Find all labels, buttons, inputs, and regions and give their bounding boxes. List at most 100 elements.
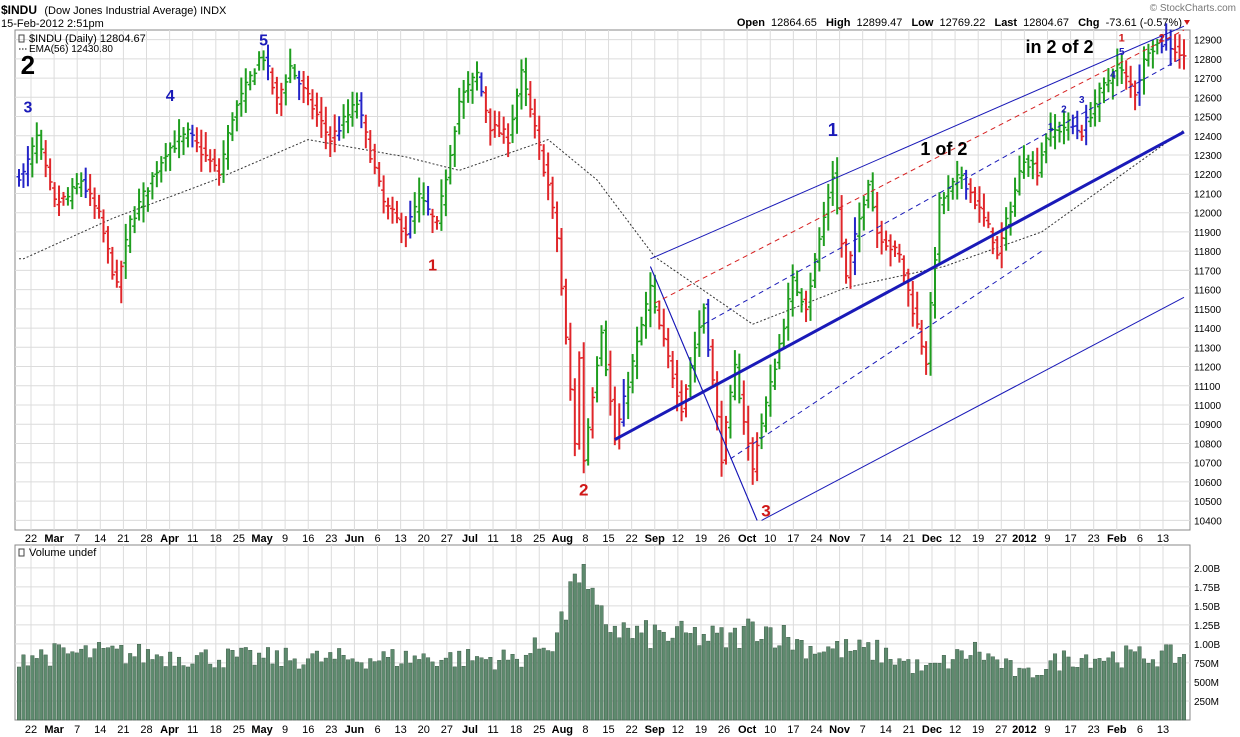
volume-bar bbox=[185, 666, 190, 721]
volume-bar bbox=[523, 654, 528, 721]
volume-bar bbox=[461, 665, 466, 721]
price-x-tick-label: Jul bbox=[462, 533, 478, 545]
volume-x-tick-label: 24 bbox=[810, 724, 822, 736]
price-tick-label: 11900 bbox=[1194, 228, 1222, 239]
price-tick-label: 12900 bbox=[1194, 36, 1222, 47]
volume-x-axis: 22 Mar 7 14 21 28 Apr 11 18 25 May 9 16 23 Jun 6 13 20 27 J… bbox=[25, 724, 1169, 736]
ohlc-bar bbox=[870, 172, 876, 212]
ohlc-bar bbox=[972, 186, 978, 210]
ohlc-bar bbox=[358, 92, 364, 129]
volume-bar bbox=[292, 658, 297, 721]
pitchfork-upper-tine bbox=[650, 25, 1185, 260]
ohlc-bar bbox=[470, 72, 476, 104]
volume-swatch bbox=[18, 548, 25, 557]
brand-logo: © StockCharts.com bbox=[1150, 3, 1236, 14]
volume-bar bbox=[390, 649, 395, 721]
ohlc-bar bbox=[910, 280, 916, 327]
ohlc-bar bbox=[501, 116, 507, 144]
volume-bar bbox=[835, 641, 840, 721]
volume-bar bbox=[39, 649, 44, 721]
ohlc-bar bbox=[309, 89, 315, 120]
volume-bar bbox=[1035, 675, 1040, 721]
volume-bar bbox=[830, 648, 835, 721]
volume-x-tick-label: 28 bbox=[140, 724, 152, 736]
price-x-tick-label: 22 bbox=[25, 533, 37, 545]
price-tick-label: 10700 bbox=[1194, 459, 1222, 470]
price-x-tick-label: 11 bbox=[187, 533, 198, 545]
volume-bar bbox=[403, 650, 408, 721]
ohlc-bar bbox=[87, 173, 93, 206]
volume-bar bbox=[1039, 674, 1044, 721]
price-tick-label: 11700 bbox=[1194, 266, 1222, 277]
volume-bar bbox=[715, 632, 720, 721]
volume-bar bbox=[1101, 660, 1106, 721]
ohlc-bar bbox=[69, 178, 75, 210]
volume-bar bbox=[448, 652, 453, 721]
price-tick-label: 11500 bbox=[1194, 305, 1222, 316]
volume-bar bbox=[884, 647, 889, 721]
ohlc-bar bbox=[158, 156, 164, 183]
volume-bar bbox=[434, 666, 439, 721]
volume-bar bbox=[363, 668, 368, 721]
last-value: 12804.67 bbox=[1023, 17, 1069, 29]
volume-bar bbox=[688, 633, 693, 721]
volume-bar bbox=[559, 611, 564, 721]
ohlc-bar bbox=[981, 193, 987, 227]
ohlc-bar bbox=[1163, 23, 1169, 51]
volume-bar bbox=[515, 658, 519, 721]
ohlc-bar bbox=[994, 236, 1000, 260]
ohlc-bar bbox=[523, 57, 529, 107]
ohlc-bar bbox=[243, 68, 249, 113]
price-tick-label: 12400 bbox=[1194, 132, 1222, 143]
ohlc-bar bbox=[487, 108, 493, 146]
volume-bar bbox=[630, 638, 635, 721]
volume-bar bbox=[266, 647, 270, 721]
volume-bar bbox=[861, 647, 866, 721]
volume-bar bbox=[617, 637, 622, 721]
volume-bar bbox=[799, 640, 804, 721]
ohlc-bar bbox=[323, 106, 329, 150]
volume-bar bbox=[163, 666, 168, 721]
volume-bar bbox=[826, 646, 831, 721]
price-x-tick-label: 13 bbox=[1157, 533, 1169, 545]
volume-bar bbox=[1017, 667, 1022, 721]
price-x-tick-label: Nov bbox=[829, 533, 851, 545]
ohlc-bar bbox=[52, 182, 58, 208]
ohlc-bar bbox=[25, 146, 31, 187]
price-x-tick-label: 27 bbox=[995, 533, 1007, 545]
volume-tick-label: 1.00B bbox=[1194, 640, 1220, 651]
price-x-axis: 22 Mar 7 14 21 28 Apr 11 18 25 May 9 16 23 Jun 6 13 20 27 J… bbox=[25, 533, 1169, 545]
ohlc-bar bbox=[118, 260, 124, 304]
ohlc-bar bbox=[461, 80, 467, 119]
price-bars bbox=[16, 23, 1187, 485]
volume-bar bbox=[661, 631, 666, 721]
ohlc-bar bbox=[896, 243, 902, 263]
price-tick-label: 11300 bbox=[1194, 343, 1222, 354]
volume-bar bbox=[310, 653, 315, 721]
volume-x-tick-label: 12 bbox=[672, 724, 684, 736]
volume-bar bbox=[1004, 658, 1009, 721]
volume-x-tick-label: 21 bbox=[117, 724, 129, 736]
ohlc-bar bbox=[1154, 38, 1160, 55]
ohlc-bar bbox=[1128, 65, 1134, 98]
ohlc-bar bbox=[1012, 177, 1018, 217]
volume-bar bbox=[1026, 667, 1031, 721]
volume-bar bbox=[741, 626, 746, 721]
ohlc-bar bbox=[109, 246, 115, 280]
ohlc-bar bbox=[1181, 39, 1187, 70]
chg-label: Chg bbox=[1078, 17, 1099, 29]
ohlc-bar bbox=[261, 50, 267, 71]
pitchfork-median bbox=[614, 130, 1185, 441]
volume-x-tick-label: Sep bbox=[645, 724, 665, 736]
volume-bar bbox=[1119, 667, 1124, 721]
ohlc-bar bbox=[883, 230, 889, 251]
wave-label: in 2 of 2 bbox=[1025, 37, 1093, 57]
price-x-tick-label: 25 bbox=[533, 533, 545, 545]
ohlc-bar bbox=[563, 278, 569, 345]
ohlc-bar bbox=[292, 64, 298, 80]
ohlc-bar bbox=[274, 76, 280, 114]
pitchfork-handle-lower bbox=[649, 266, 758, 521]
ohlc-bar bbox=[265, 44, 271, 81]
volume-bar bbox=[1159, 650, 1164, 721]
volume-bar bbox=[181, 665, 186, 721]
